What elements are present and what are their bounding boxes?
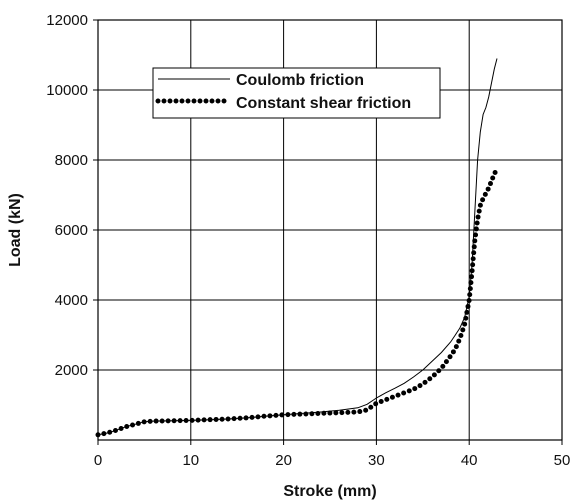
y-tick-label: 2000 [55, 362, 88, 379]
series-line-constant-shear-friction [95, 166, 500, 438]
y-axis-title: Load (kN) [7, 193, 24, 267]
y-tick-label: 12000 [46, 12, 88, 29]
x-tick-label: 10 [182, 452, 199, 469]
x-tick-label: 50 [554, 452, 571, 469]
x-tick-label: 0 [94, 452, 102, 469]
legend-label-constant-shear-friction: Constant shear friction [236, 95, 411, 112]
legend: Coulomb friction Constant shear friction [152, 67, 441, 119]
x-axis-ticks: 0 10 20 30 40 50 [94, 440, 571, 469]
x-tick-label: 40 [461, 452, 478, 469]
x-axis-title: Stroke (mm) [283, 483, 376, 500]
x-tick-label: 20 [275, 452, 292, 469]
x-tick-label: 30 [368, 452, 385, 469]
y-tick-label: 8000 [55, 152, 88, 169]
series-layer [95, 58, 500, 438]
y-tick-label: 6000 [55, 222, 88, 239]
legend-box [152, 67, 441, 119]
y-tick-label: 10000 [46, 82, 88, 99]
y-axis-ticks: 2000 4000 6000 8000 10000 12000 [46, 12, 98, 379]
y-tick-label: 4000 [55, 292, 88, 309]
legend-label-coulomb-friction: Coulomb friction [236, 72, 364, 89]
